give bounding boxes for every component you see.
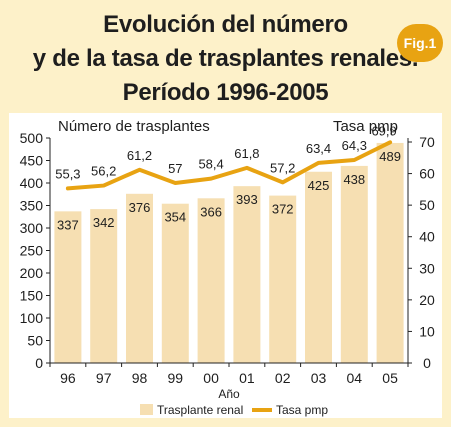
y-tick-label-right: 40 [419,229,435,245]
y-tick-label-left: 200 [20,265,44,281]
title-line-1: Evolución del número [103,11,348,38]
line-value-label: 55,3 [55,166,80,181]
bar-value-label: 438 [343,172,365,187]
bar-value-label: 342 [93,215,115,230]
x-tick-label: 03 [311,370,327,386]
legend-swatch-bar [140,404,153,415]
y-tick-label-left: 100 [20,310,44,326]
line-value-label: 69,9 [371,123,396,138]
bar [54,211,82,363]
x-tick-label: 99 [168,370,184,386]
y-tick-label-left: 50 [27,333,43,349]
line-value-label: 57,2 [270,160,295,175]
bar [233,186,261,363]
y-axis-left-title: Número de trasplantes [58,118,210,135]
y-tick-label-right: 70 [419,134,435,150]
line-value-label: 61,2 [127,148,152,163]
line-value-label: 64,3 [342,138,367,153]
bar-value-label: 376 [129,200,151,215]
legend-label-line: Tasa pmp [276,403,328,417]
y-tick-label-right: 10 [419,323,435,339]
y-tick-label-right: 0 [423,355,431,371]
title-line-3: Período 1996-2005 [122,79,329,106]
y-tick-label-right: 20 [419,292,435,308]
legend-label-bar: Trasplante renal [157,403,243,417]
bar [161,203,189,363]
bar-value-label: 354 [164,210,186,225]
y-tick-label-left: 350 [20,198,44,214]
bar-value-label: 489 [379,149,401,164]
figure-badge: Fig.1 [397,24,443,62]
y-tick-label-left: 0 [35,355,43,371]
bar [376,142,404,363]
line-value-label: 63,4 [306,141,331,156]
y-tick-label-left: 250 [20,243,44,259]
line-value-label: 57 [168,161,182,176]
y-tick-label-right: 30 [419,260,435,276]
bar [197,198,225,363]
x-tick-label: 98 [132,370,148,386]
bar [340,165,368,363]
y-tick-label-right: 50 [419,197,435,213]
x-tick-label: 01 [239,370,255,386]
y-tick-label-left: 400 [20,175,44,191]
bar-value-label: 372 [272,202,294,217]
x-tick-label: 97 [96,370,112,386]
bar-value-label: 393 [236,192,258,207]
x-tick-label: 96 [60,370,76,386]
title-line-2: y de la tasa de trasplantes renales. [32,45,419,72]
y-tick-label-left: 150 [20,288,44,304]
x-tick-label: 00 [203,370,219,386]
bar-value-label: 337 [57,217,79,232]
bar [269,195,297,363]
line-value-label: 56,2 [91,164,116,179]
x-tick-label: 02 [275,370,291,386]
y-axis-right-title: Tasa pmp [333,118,398,135]
bar-value-label: 366 [200,204,222,219]
y-tick-label-left: 500 [20,130,44,146]
chart-title: Evolución del número y de la tasa de tra… [0,8,451,110]
bar-value-label: 425 [308,178,330,193]
y-tick-label-left: 300 [20,220,44,236]
bar [126,193,153,363]
bar [90,209,118,363]
x-tick-label: 04 [347,370,363,386]
bar [305,171,332,363]
y-tick-label-left: 450 [20,153,44,169]
x-axis-title: Año [218,387,240,401]
line-value-label: 58,4 [198,157,223,172]
x-tick-label: 05 [382,370,398,386]
line-series-tasa-pmp [65,140,393,191]
y-tick-label-right: 60 [419,166,435,182]
line-value-label: 61,8 [234,146,259,161]
